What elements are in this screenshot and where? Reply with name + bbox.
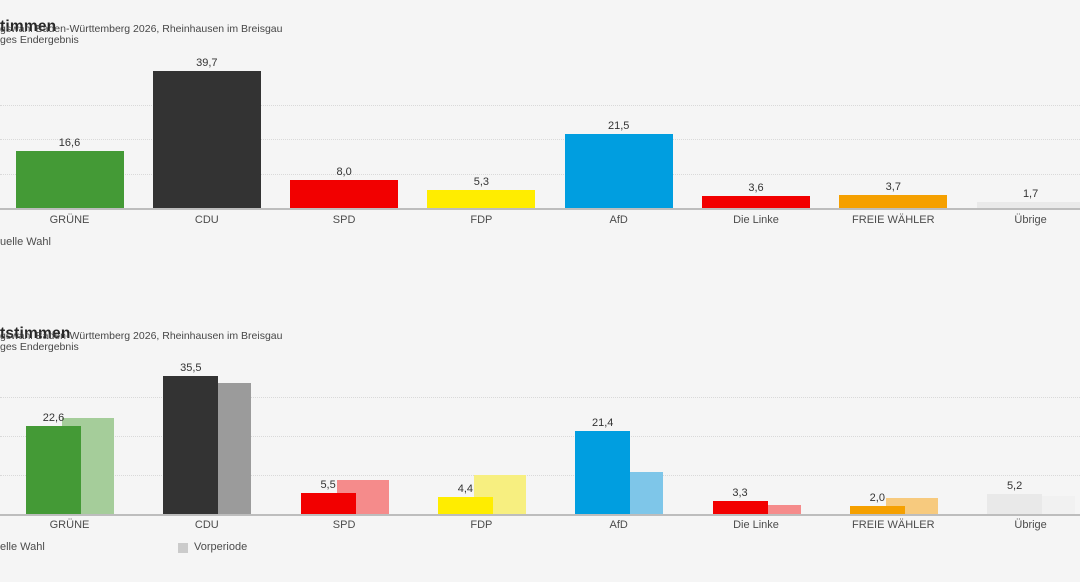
gridline-10-pct xyxy=(0,173,1080,175)
value-label-fdp: 4,4 xyxy=(457,482,474,495)
gridline-20-pct xyxy=(0,139,1080,140)
category-label-fdp: FDP xyxy=(470,519,493,531)
value-label-grune: 16,6 xyxy=(58,136,81,149)
bar-die-linke xyxy=(712,501,768,514)
vorperiode-legend-swatch xyxy=(178,543,188,553)
category-label-afd: AfD xyxy=(609,214,628,226)
bar-die-linke-vorperiode xyxy=(748,505,801,514)
chart1-legend-aktuelle-wahl: uelle Wahl xyxy=(0,236,51,248)
bar-ubrige xyxy=(987,493,1043,514)
bar-grune xyxy=(26,425,81,514)
category-label-afd: AfD xyxy=(609,519,628,531)
category-label-cdu: CDU xyxy=(194,214,219,226)
value-label-freie-wahler: 3,7 xyxy=(885,181,901,194)
value-label-die-linke: 3,6 xyxy=(748,181,764,194)
bar-cdu xyxy=(163,375,219,514)
chart1-subtitle-line2: ges Endergebnis xyxy=(0,34,79,46)
value-label-afd: 21,5 xyxy=(607,119,630,132)
category-label-fdp: FDP xyxy=(470,214,493,226)
value-label-cdu: 39,7 xyxy=(196,57,218,70)
bar-fdp xyxy=(427,189,536,208)
bar-freie-wahler xyxy=(839,195,948,208)
chart2-subtitle-line2: ges Endergebnis xyxy=(0,341,79,353)
bar-afd xyxy=(564,133,673,208)
x-axis-line xyxy=(0,208,1080,210)
category-label-ubrige: Übrige xyxy=(1014,214,1047,226)
chart2-subtitle-line1: gswahl Baden-Württemberg 2026, Rheinhaus… xyxy=(0,330,283,342)
value-label-spd: 8,0 xyxy=(336,166,352,179)
x-axis-line xyxy=(0,514,1080,516)
value-label-fdp: 5,3 xyxy=(473,175,490,188)
value-label-freie-wahler: 2,0 xyxy=(869,492,885,505)
bar-cdu xyxy=(152,71,261,208)
category-label-spd: SPD xyxy=(332,519,356,531)
bar-ubrige xyxy=(976,202,1080,208)
chart2-legend-vorperiode: Vorperiode xyxy=(194,541,248,553)
value-label-grune: 22,6 xyxy=(42,411,65,424)
bar-spd xyxy=(290,180,399,208)
bar-grune xyxy=(15,150,124,208)
value-label-spd: 5,5 xyxy=(320,478,336,491)
category-label-grune: GRÜNE xyxy=(49,519,90,531)
bar-afd xyxy=(575,430,631,514)
category-label-ubrige: Übrige xyxy=(1014,519,1047,531)
bar-die-linke xyxy=(702,195,810,208)
value-label-cdu: 35,5 xyxy=(180,361,202,374)
gridline-30-pct xyxy=(0,397,1080,398)
category-label-die-linke: Die Linke xyxy=(733,214,779,226)
category-label-freie-wahler: FREIE WÄHLER xyxy=(852,214,935,226)
gridline-10-pct xyxy=(0,475,1080,476)
category-label-die-linke: Die Linke xyxy=(733,519,779,531)
value-label-ubrige: 1,7 xyxy=(1022,188,1039,201)
value-label-afd: 21,4 xyxy=(591,416,614,429)
category-label-spd: SPD xyxy=(332,214,356,226)
chart2-legend-aktuelle-wahl: elle Wahl xyxy=(0,541,45,553)
bar-fdp xyxy=(437,496,493,514)
value-label-die-linke: 3,3 xyxy=(732,487,748,500)
category-label-grune: GRÜNE xyxy=(49,214,90,226)
bar-freie-wahler xyxy=(849,506,905,514)
gridline-30-pct xyxy=(0,104,1080,106)
bar-spd xyxy=(300,492,356,514)
category-label-freie-wahler: FREIE WÄHLER xyxy=(852,519,935,531)
chart2-title: tstimmen xyxy=(0,324,71,342)
chart1-title: timmen xyxy=(0,17,57,35)
category-label-cdu: CDU xyxy=(194,519,219,531)
chart1-subtitle-line1: gswahl Baden-Württemberg 2026, Rheinhaus… xyxy=(0,23,283,35)
value-label-ubrige: 5,2 xyxy=(1006,479,1023,492)
gridline-20-pct xyxy=(0,436,1080,437)
